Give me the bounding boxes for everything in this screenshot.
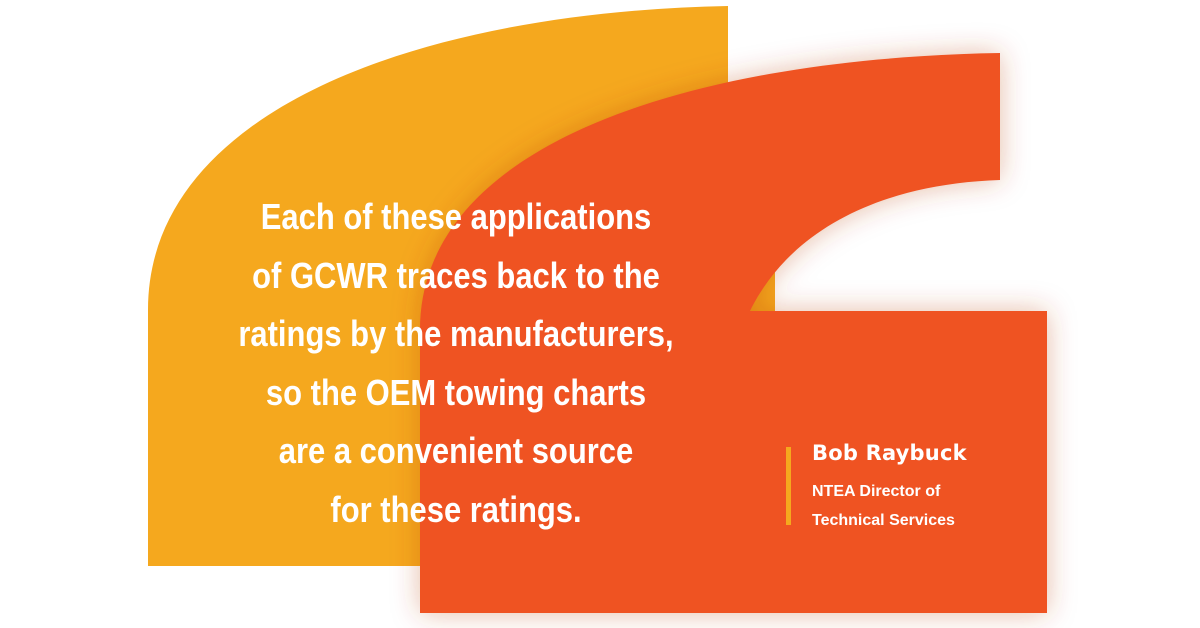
attribution: Bob Raybuck NTEA Director of Technical S… bbox=[786, 436, 1046, 529]
speaker-title-line: Technical Services bbox=[812, 512, 955, 529]
speaker-title: NTEA Director of Technical Services bbox=[812, 477, 955, 535]
quote-line: ratings by the manufacturers, bbox=[238, 313, 674, 355]
attribution-accent-bar bbox=[786, 447, 791, 525]
speaker-title-line: NTEA Director of bbox=[812, 483, 941, 500]
speaker-name: Bob Raybuck bbox=[812, 441, 967, 465]
quote-line: are a convenient source bbox=[278, 430, 634, 472]
quote-line: Each of these applications bbox=[260, 196, 652, 237]
quote-line: of GCWR traces back to the bbox=[252, 254, 660, 296]
quote-line: for these ratings. bbox=[330, 488, 582, 530]
orange-quote-mark bbox=[420, 53, 1047, 613]
quote-line: so the OEM towing charts bbox=[265, 371, 647, 413]
quote-text: Each of these applications of GCWR trace… bbox=[219, 188, 694, 540]
